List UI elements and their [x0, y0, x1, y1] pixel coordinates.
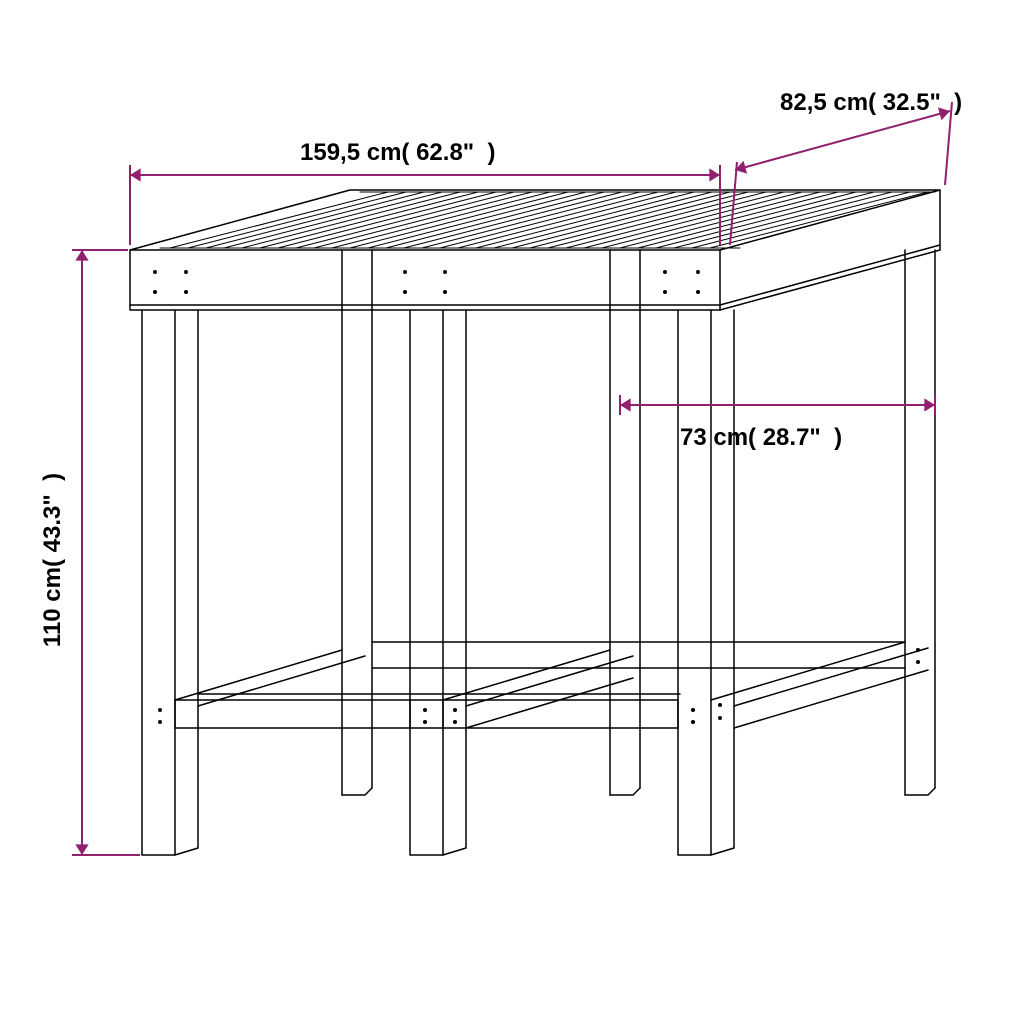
label-inner: 73 cm( 28.7" ) [680, 424, 842, 451]
dim-inner [620, 395, 935, 415]
apron-screws [153, 270, 700, 294]
dim-height [72, 250, 140, 855]
label-height: 110 cm( 43.3" ) [39, 473, 66, 647]
dimension-drawing: 159,5 cm( 62.8" ) 82,5 cm( 32.5" ) 110 c… [0, 0, 1024, 1024]
label-depth: 82,5 cm( 32.5" ) [780, 89, 962, 116]
table-lineart [130, 190, 940, 855]
dimension-labels: 159,5 cm( 62.8" ) 82,5 cm( 32.5" ) 110 c… [39, 89, 962, 647]
top-slats [160, 192, 935, 248]
dim-depth [730, 102, 952, 245]
label-width: 159,5 cm( 62.8" ) [300, 139, 496, 166]
